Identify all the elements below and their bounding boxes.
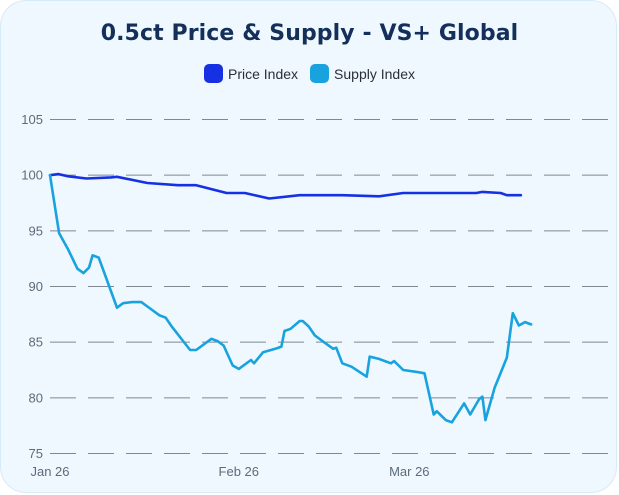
legend-label-price-index: Price Index bbox=[228, 65, 299, 82]
y-tick-label-90: 90 bbox=[29, 279, 43, 294]
legend-label-supply-index: Supply Index bbox=[334, 65, 415, 82]
x-tick-label-2: Mar 26 bbox=[389, 464, 429, 479]
x-tick-label-1: Feb 26 bbox=[219, 464, 259, 479]
legend-item-price-index[interactable]: Price Index bbox=[204, 64, 298, 83]
series-line-supply-index bbox=[48, 173, 533, 424]
legend-swatch-price-index bbox=[204, 64, 223, 83]
y-tick-label-80: 80 bbox=[29, 390, 43, 405]
y-tick-label-95: 95 bbox=[29, 223, 43, 238]
y-tick-label-75: 75 bbox=[29, 446, 43, 461]
chart-title: 0.5ct Price & Supply - VS+ Global bbox=[100, 21, 519, 46]
chart-legend: Price Index Supply Index bbox=[1, 64, 618, 83]
y-tick-label-85: 85 bbox=[29, 335, 43, 350]
legend-item-supply-index[interactable]: Supply Index bbox=[310, 64, 415, 83]
x-tick-label-0: Jan 26 bbox=[30, 464, 69, 479]
legend-swatch-supply-index bbox=[310, 64, 330, 83]
series-line-price-index bbox=[48, 172, 523, 200]
y-tick-label-105: 105 bbox=[21, 112, 43, 127]
y-tick-label-100: 100 bbox=[21, 168, 43, 183]
